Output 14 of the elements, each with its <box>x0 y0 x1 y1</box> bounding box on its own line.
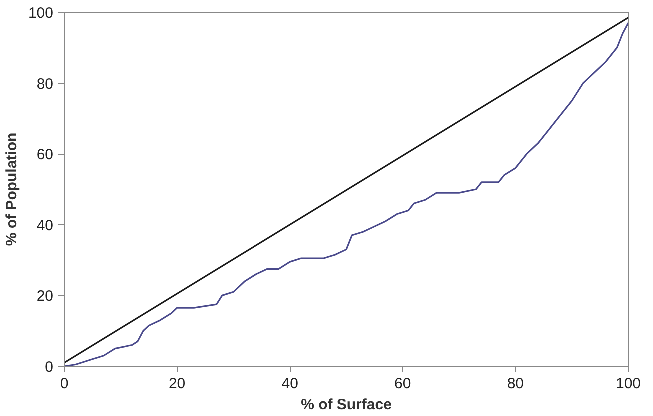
x-tick-label: 40 <box>282 376 298 392</box>
y-tick-label: 60 <box>36 146 54 164</box>
x-tick-label: 100 <box>616 376 642 392</box>
y-tick-label: 20 <box>36 288 54 306</box>
y-tick-label: 100 <box>28 5 54 22</box>
x-tick-label: 20 <box>168 376 186 392</box>
y-tick-label: 80 <box>36 76 54 93</box>
x-axis-title: % of Surface <box>301 396 392 414</box>
y-axis-title: % of Population <box>3 132 20 246</box>
y-tick-label: 0 <box>45 359 54 376</box>
x-tick-label: 0 <box>60 376 69 392</box>
x-tick-label: 80 <box>507 376 524 392</box>
x-tick-label: 60 <box>394 376 412 392</box>
y-tick-label: 40 <box>36 217 54 234</box>
